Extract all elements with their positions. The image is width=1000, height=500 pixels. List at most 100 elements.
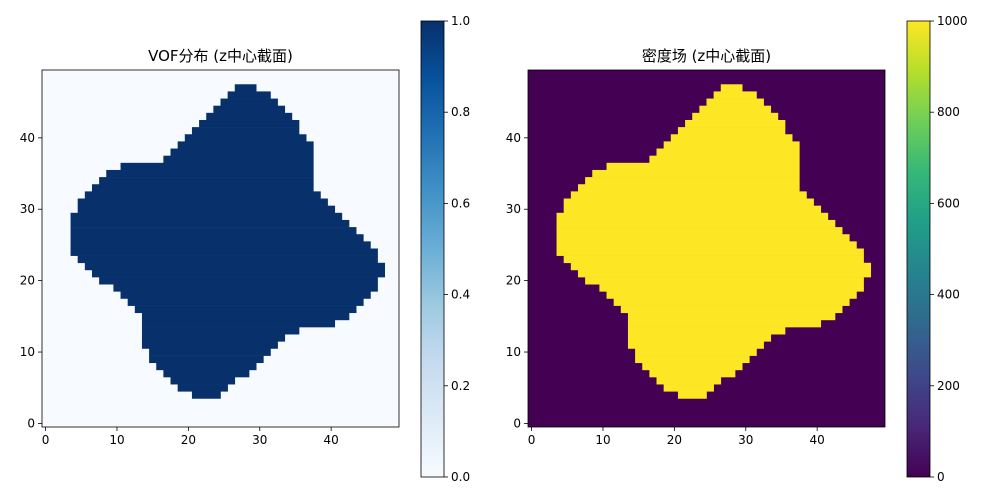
heatmap-cell-row	[627, 327, 786, 335]
heatmap-cell-row	[127, 298, 364, 306]
x-tick-label: 0	[528, 433, 536, 447]
x-tick-label: 0	[42, 433, 50, 447]
colorbar-tick-label: 200	[937, 379, 960, 393]
heatmap-cell-row	[713, 91, 757, 99]
heatmap-cell-row	[692, 112, 779, 121]
heatmap-cell-row	[149, 348, 271, 356]
heatmap-cell-row	[627, 334, 772, 342]
heatmap-cell-row	[563, 255, 864, 264]
heatmap-cell-row	[70, 227, 357, 235]
heatmap-cell-row	[563, 205, 822, 214]
heatmap-cell-row	[220, 98, 278, 106]
heatmap-cell-row	[134, 305, 357, 314]
heatmap-cell-row	[613, 298, 850, 306]
colorbar-tick-label: 0	[937, 470, 945, 484]
heatmap-cell-row	[656, 377, 722, 385]
heatmap-cell-row	[70, 234, 364, 242]
heatmap-cell-row	[556, 234, 850, 242]
heatmap-cell-row	[635, 355, 750, 364]
heatmap-cell-row	[663, 384, 714, 392]
y-tick-label: 10	[506, 345, 521, 359]
heatmap-cell-row	[599, 284, 864, 292]
heatmap-cell-row	[677, 391, 707, 399]
x-tick-label: 40	[810, 433, 825, 447]
heatmap-cell-row	[141, 319, 336, 328]
heatmap-cell-row	[170, 377, 236, 385]
x-tick-label: 30	[252, 433, 267, 447]
heatmap-cell-row	[99, 277, 378, 285]
colorbar	[421, 21, 444, 477]
heatmap-cell-row	[141, 334, 286, 342]
colorbar-tick-label: 0.0	[451, 470, 470, 484]
y-tick-label: 0	[513, 416, 521, 430]
heatmap-cell-row	[699, 105, 772, 114]
heatmap-cell-row	[70, 212, 343, 221]
vof-panel: 0 10 20 30 40 0 10 20 30 40 VOF分布 (z中心截面) 0.0 0.2 0.4…	[20, 14, 470, 484]
heatmap-cell-row	[563, 198, 814, 206]
colorbar-tick-label: 400	[937, 288, 960, 302]
colorbar-tick-label: 600	[937, 196, 960, 210]
colorbar-tick-label: 0.6	[451, 196, 470, 210]
heatmap-cell-row	[627, 319, 822, 328]
heatmap-cell-row	[70, 241, 371, 249]
y-tick-label: 40	[20, 131, 35, 145]
y-tick-label: 10	[20, 345, 35, 359]
colorbar-tick-label: 800	[937, 105, 960, 119]
heatmap-cell-row	[149, 355, 264, 364]
heatmap-cell-row	[91, 269, 386, 278]
heatmap-cell-row	[585, 177, 800, 185]
heatmap-cell-row	[556, 212, 829, 221]
heatmap-cell-row	[206, 112, 293, 121]
heatmap-cell-row	[70, 248, 378, 256]
x-tick-label: 40	[324, 433, 339, 447]
heatmap-cell-row	[184, 134, 307, 142]
colorbar-tick-label: 0.2	[451, 379, 470, 393]
x-tick-label: 10	[109, 433, 124, 447]
heatmap-cell-row	[592, 169, 800, 178]
heatmap-cell-row	[156, 362, 257, 371]
heatmap-cell-row	[577, 269, 872, 278]
heatmap-cell-row	[163, 369, 250, 378]
heatmap-cell-row	[585, 277, 864, 285]
heatmap-cell-row	[199, 119, 300, 128]
x-tick-label: 30	[738, 433, 753, 447]
heatmap-cell-row	[70, 219, 350, 228]
heatmap-cell-row	[649, 155, 800, 164]
heatmap-cell-row	[91, 184, 314, 192]
heatmap-cell-row	[556, 219, 836, 228]
heatmap-cell-row	[635, 348, 757, 356]
heatmap-cell-row	[649, 369, 736, 378]
heatmap-cell-row	[120, 162, 314, 171]
heatmap-cell-row	[627, 341, 764, 349]
chart-title: 密度场 (z中心截面)	[642, 47, 771, 65]
heatmap-cell-row	[99, 177, 314, 185]
x-tick-label: 20	[667, 433, 682, 447]
heatmap-cell-row	[84, 262, 386, 271]
y-tick-label: 0	[27, 416, 35, 430]
heatmap-cell-row	[141, 327, 300, 335]
heatmap-cell-row	[77, 255, 378, 264]
heatmap-cell-row	[556, 227, 843, 235]
heatmap-cell-row	[84, 191, 321, 199]
heatmap-cell-row	[627, 312, 836, 321]
heatmap-cell-row	[191, 391, 221, 399]
heatmap-cell-row	[570, 191, 807, 199]
axes-frame	[41, 69, 400, 428]
colorbar-tick-label: 0.4	[451, 288, 470, 302]
heatmap-cell-row	[113, 284, 378, 292]
heatmap-cell-row	[577, 184, 800, 192]
y-tick-label: 20	[506, 274, 521, 288]
heatmap-cell-row	[570, 262, 872, 271]
x-tick-label: 10	[595, 433, 610, 447]
x-tick-label: 20	[181, 433, 196, 447]
colorbar-frame	[906, 20, 931, 478]
heatmap-cell-row	[141, 312, 350, 321]
heatmap-cell-row	[163, 155, 314, 164]
heatmap-cell-row	[677, 127, 786, 135]
heatmap-cell-row	[106, 169, 314, 178]
colorbar-tick-label: 1000	[937, 14, 968, 28]
heatmap-cell-row	[77, 198, 328, 206]
heatmap-cell-row	[670, 134, 793, 142]
